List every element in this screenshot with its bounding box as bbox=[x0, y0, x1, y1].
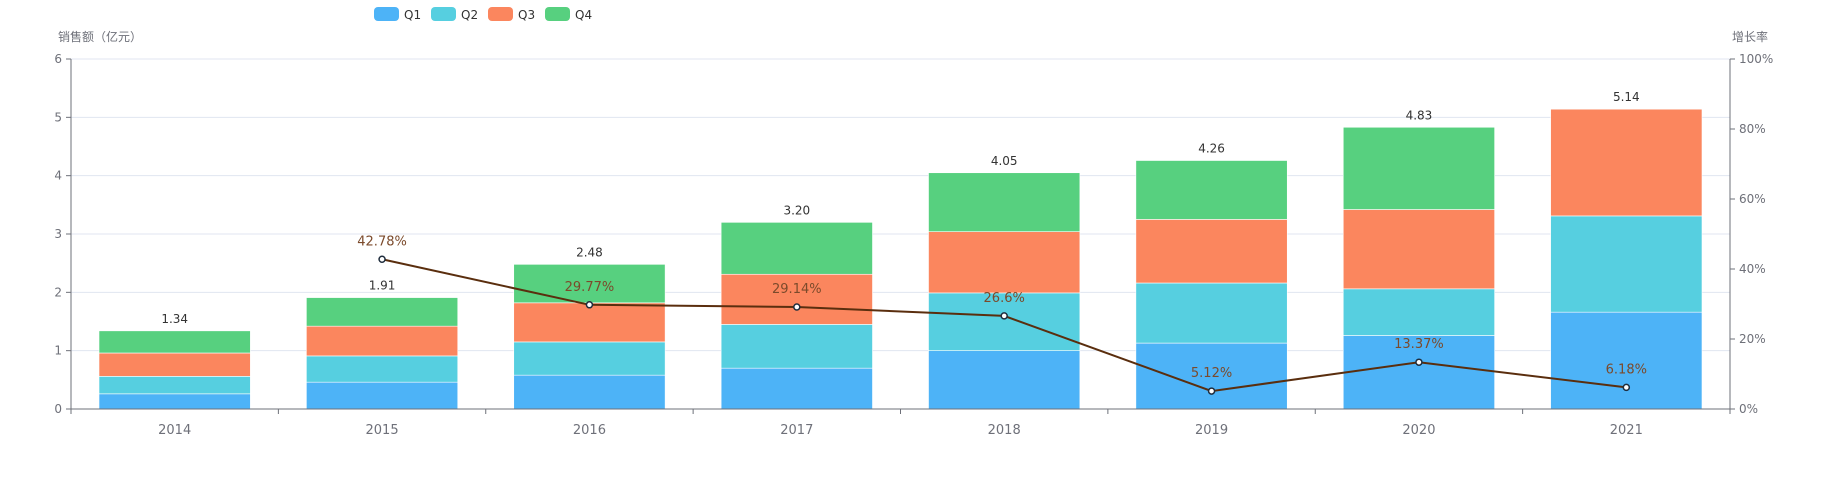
total-label: 5.14 bbox=[1613, 90, 1640, 104]
growth-rate-label: 29.77% bbox=[565, 280, 615, 295]
bar-q3-2019 bbox=[1135, 219, 1288, 284]
bar-q1-2020 bbox=[1342, 335, 1495, 410]
growth-rate-point bbox=[793, 303, 801, 311]
growth-rate-point bbox=[378, 255, 386, 264]
y2-tick-label: 20% bbox=[1739, 332, 1766, 346]
bar-q2-2021 bbox=[1550, 215, 1703, 313]
y-tick-label: 3 bbox=[54, 227, 62, 241]
bar-q4-2020 bbox=[1342, 126, 1495, 210]
bar-q2-2016 bbox=[513, 341, 666, 376]
y2-tick-label: 0% bbox=[1739, 402, 1758, 416]
bar-q4-2015 bbox=[306, 297, 459, 327]
y2-tick-label: 100% bbox=[1739, 52, 1773, 66]
bar-q1-2021 bbox=[1550, 311, 1703, 410]
growth-rate-label: 26.6% bbox=[984, 291, 1025, 306]
total-label: 1.91 bbox=[369, 279, 396, 293]
y2-tick-label: 80% bbox=[1739, 122, 1766, 136]
growth-rate-point bbox=[1415, 358, 1423, 366]
x-tick-label: 2017 bbox=[780, 423, 813, 438]
y-tick-label: 0 bbox=[54, 402, 62, 416]
y2-axis-title: 增长率 bbox=[1732, 29, 1768, 44]
bar-q4-2019 bbox=[1135, 160, 1288, 220]
bar-q3-2015 bbox=[306, 325, 459, 357]
legend-label-q3[interactable]: Q3 bbox=[518, 8, 535, 22]
y-tick-label: 2 bbox=[54, 285, 62, 299]
y-tick-label: 1 bbox=[54, 344, 62, 358]
bar-q2-2018 bbox=[928, 292, 1081, 351]
bar-q4-2018 bbox=[928, 172, 1081, 232]
y-tick-label: 4 bbox=[54, 169, 62, 183]
bar-q4-2014 bbox=[98, 330, 251, 354]
x-tick-label: 2016 bbox=[573, 423, 606, 438]
x-tick-label: 2014 bbox=[158, 423, 191, 438]
x-tick-label: 2018 bbox=[988, 423, 1021, 438]
x-tick-label: 2020 bbox=[1402, 423, 1435, 438]
total-label: 4.83 bbox=[1406, 108, 1433, 122]
bar-q3-2018 bbox=[928, 231, 1081, 294]
bar-q3-2021 bbox=[1550, 108, 1703, 217]
total-label: 4.05 bbox=[991, 154, 1018, 168]
growth-rate-label: 5.12% bbox=[1191, 366, 1232, 381]
bar-q3-2014 bbox=[98, 352, 251, 377]
growth-rate-label: 29.14% bbox=[772, 282, 822, 297]
bar-q3-2020 bbox=[1342, 209, 1495, 290]
bar-q1-2014 bbox=[98, 393, 251, 410]
growth-rate-label: 6.18% bbox=[1606, 362, 1647, 377]
bar-q2-2019 bbox=[1135, 282, 1288, 344]
legend-label-q4[interactable]: Q4 bbox=[575, 8, 592, 22]
x-tick-label: 2019 bbox=[1195, 423, 1228, 438]
growth-rate-label: 13.37% bbox=[1394, 337, 1444, 352]
legend-swatch-q4[interactable] bbox=[545, 7, 570, 21]
bar-q4-2017 bbox=[720, 222, 873, 275]
y-axis-title: 销售额（亿元） bbox=[58, 29, 142, 44]
legend-label-q2[interactable]: Q2 bbox=[461, 8, 478, 22]
growth-rate-point bbox=[585, 301, 594, 309]
growth-rate-label: 42.78% bbox=[357, 234, 407, 249]
legend-swatch-q3[interactable] bbox=[488, 7, 513, 21]
legend-swatch-q2[interactable] bbox=[431, 7, 456, 21]
bar-q1-2018 bbox=[928, 350, 1081, 410]
growth-rate-point bbox=[1622, 383, 1631, 392]
bar-q1-2015 bbox=[306, 381, 459, 410]
y2-tick-label: 40% bbox=[1739, 262, 1766, 276]
total-label: 2.48 bbox=[576, 245, 603, 259]
bar-q1-2017 bbox=[720, 367, 873, 410]
bar-q4-2016 bbox=[513, 264, 666, 304]
bar-q2-2015 bbox=[306, 355, 459, 383]
bar-q2-2020 bbox=[1342, 288, 1495, 336]
growth-rate-point bbox=[1207, 387, 1216, 395]
growth-rate-point bbox=[1000, 312, 1008, 320]
total-label: 1.34 bbox=[161, 312, 188, 326]
bar-q2-2017 bbox=[720, 324, 873, 369]
bar-q3-2017 bbox=[720, 273, 873, 325]
legend-swatch-q1[interactable] bbox=[374, 7, 399, 21]
legend-label-q1[interactable]: Q1 bbox=[404, 8, 421, 22]
y-tick-label: 5 bbox=[54, 110, 62, 124]
total-label: 3.20 bbox=[783, 203, 810, 217]
bar-q1-2016 bbox=[513, 374, 666, 410]
y-tick-label: 6 bbox=[54, 52, 62, 66]
x-tick-label: 2015 bbox=[366, 423, 399, 438]
total-label: 4.26 bbox=[1198, 142, 1225, 156]
bar-q3-2016 bbox=[513, 302, 666, 343]
x-tick-label: 2021 bbox=[1610, 423, 1643, 438]
bar-q2-2014 bbox=[98, 376, 251, 395]
y2-tick-label: 60% bbox=[1739, 192, 1766, 206]
